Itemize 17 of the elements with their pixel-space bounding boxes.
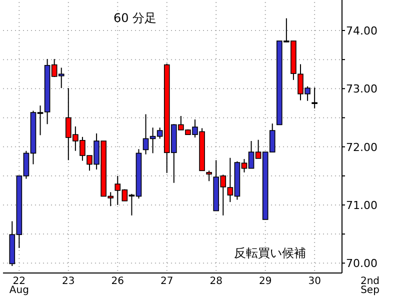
y-tick-label: 70.00: [346, 257, 378, 270]
x-tick-label: 22 Aug: [9, 276, 29, 296]
text: 2nd Sep: [360, 276, 380, 296]
annotation: 反転買い候補: [234, 246, 306, 260]
candlestick: [206, 170, 212, 182]
y-tick-label: 72.00: [346, 140, 378, 154]
x-tick-label: 26: [111, 276, 124, 287]
x-tick-label: 23: [62, 276, 75, 287]
x-tick-label: 28: [210, 276, 222, 287]
y-tick-label: 74.00: [346, 24, 378, 38]
x-tick-label: 27: [160, 276, 174, 287]
text: 60 分足: [113, 11, 157, 25]
y-tick-label: 71.00: [346, 198, 378, 212]
candlestick: [312, 86, 318, 109]
y-tick-label: 73.00: [346, 82, 378, 96]
x-tick-label: 29: [258, 276, 272, 287]
x-tick-label: 30: [308, 276, 321, 287]
